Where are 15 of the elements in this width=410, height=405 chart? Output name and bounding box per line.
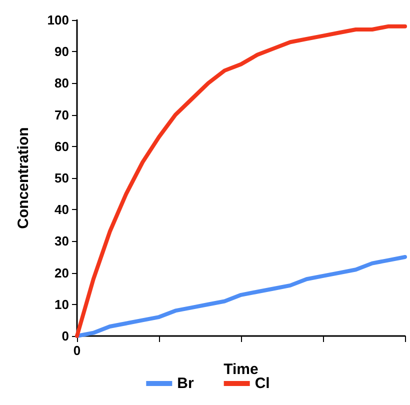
y-tick-label: 30 [54,234,69,249]
y-tick-label: 0 [62,328,69,344]
y-tick-label: 90 [54,44,69,60]
y-axis-title: Concentration [15,127,32,229]
y-tick-label: 40 [54,202,69,218]
y-tick-label: 50 [54,170,69,186]
legend-label: Br [177,375,194,392]
x-axis-title: Time [224,361,258,378]
y-tick-label: 80 [54,76,69,91]
legend-label: Cl [254,375,270,392]
y-tick-label: 100 [47,12,69,28]
y-tick-label: 10 [54,296,69,312]
y-tick-label: 20 [54,265,69,280]
y-tick-label: 60 [54,138,69,154]
y-tick-label: 70 [54,107,69,122]
